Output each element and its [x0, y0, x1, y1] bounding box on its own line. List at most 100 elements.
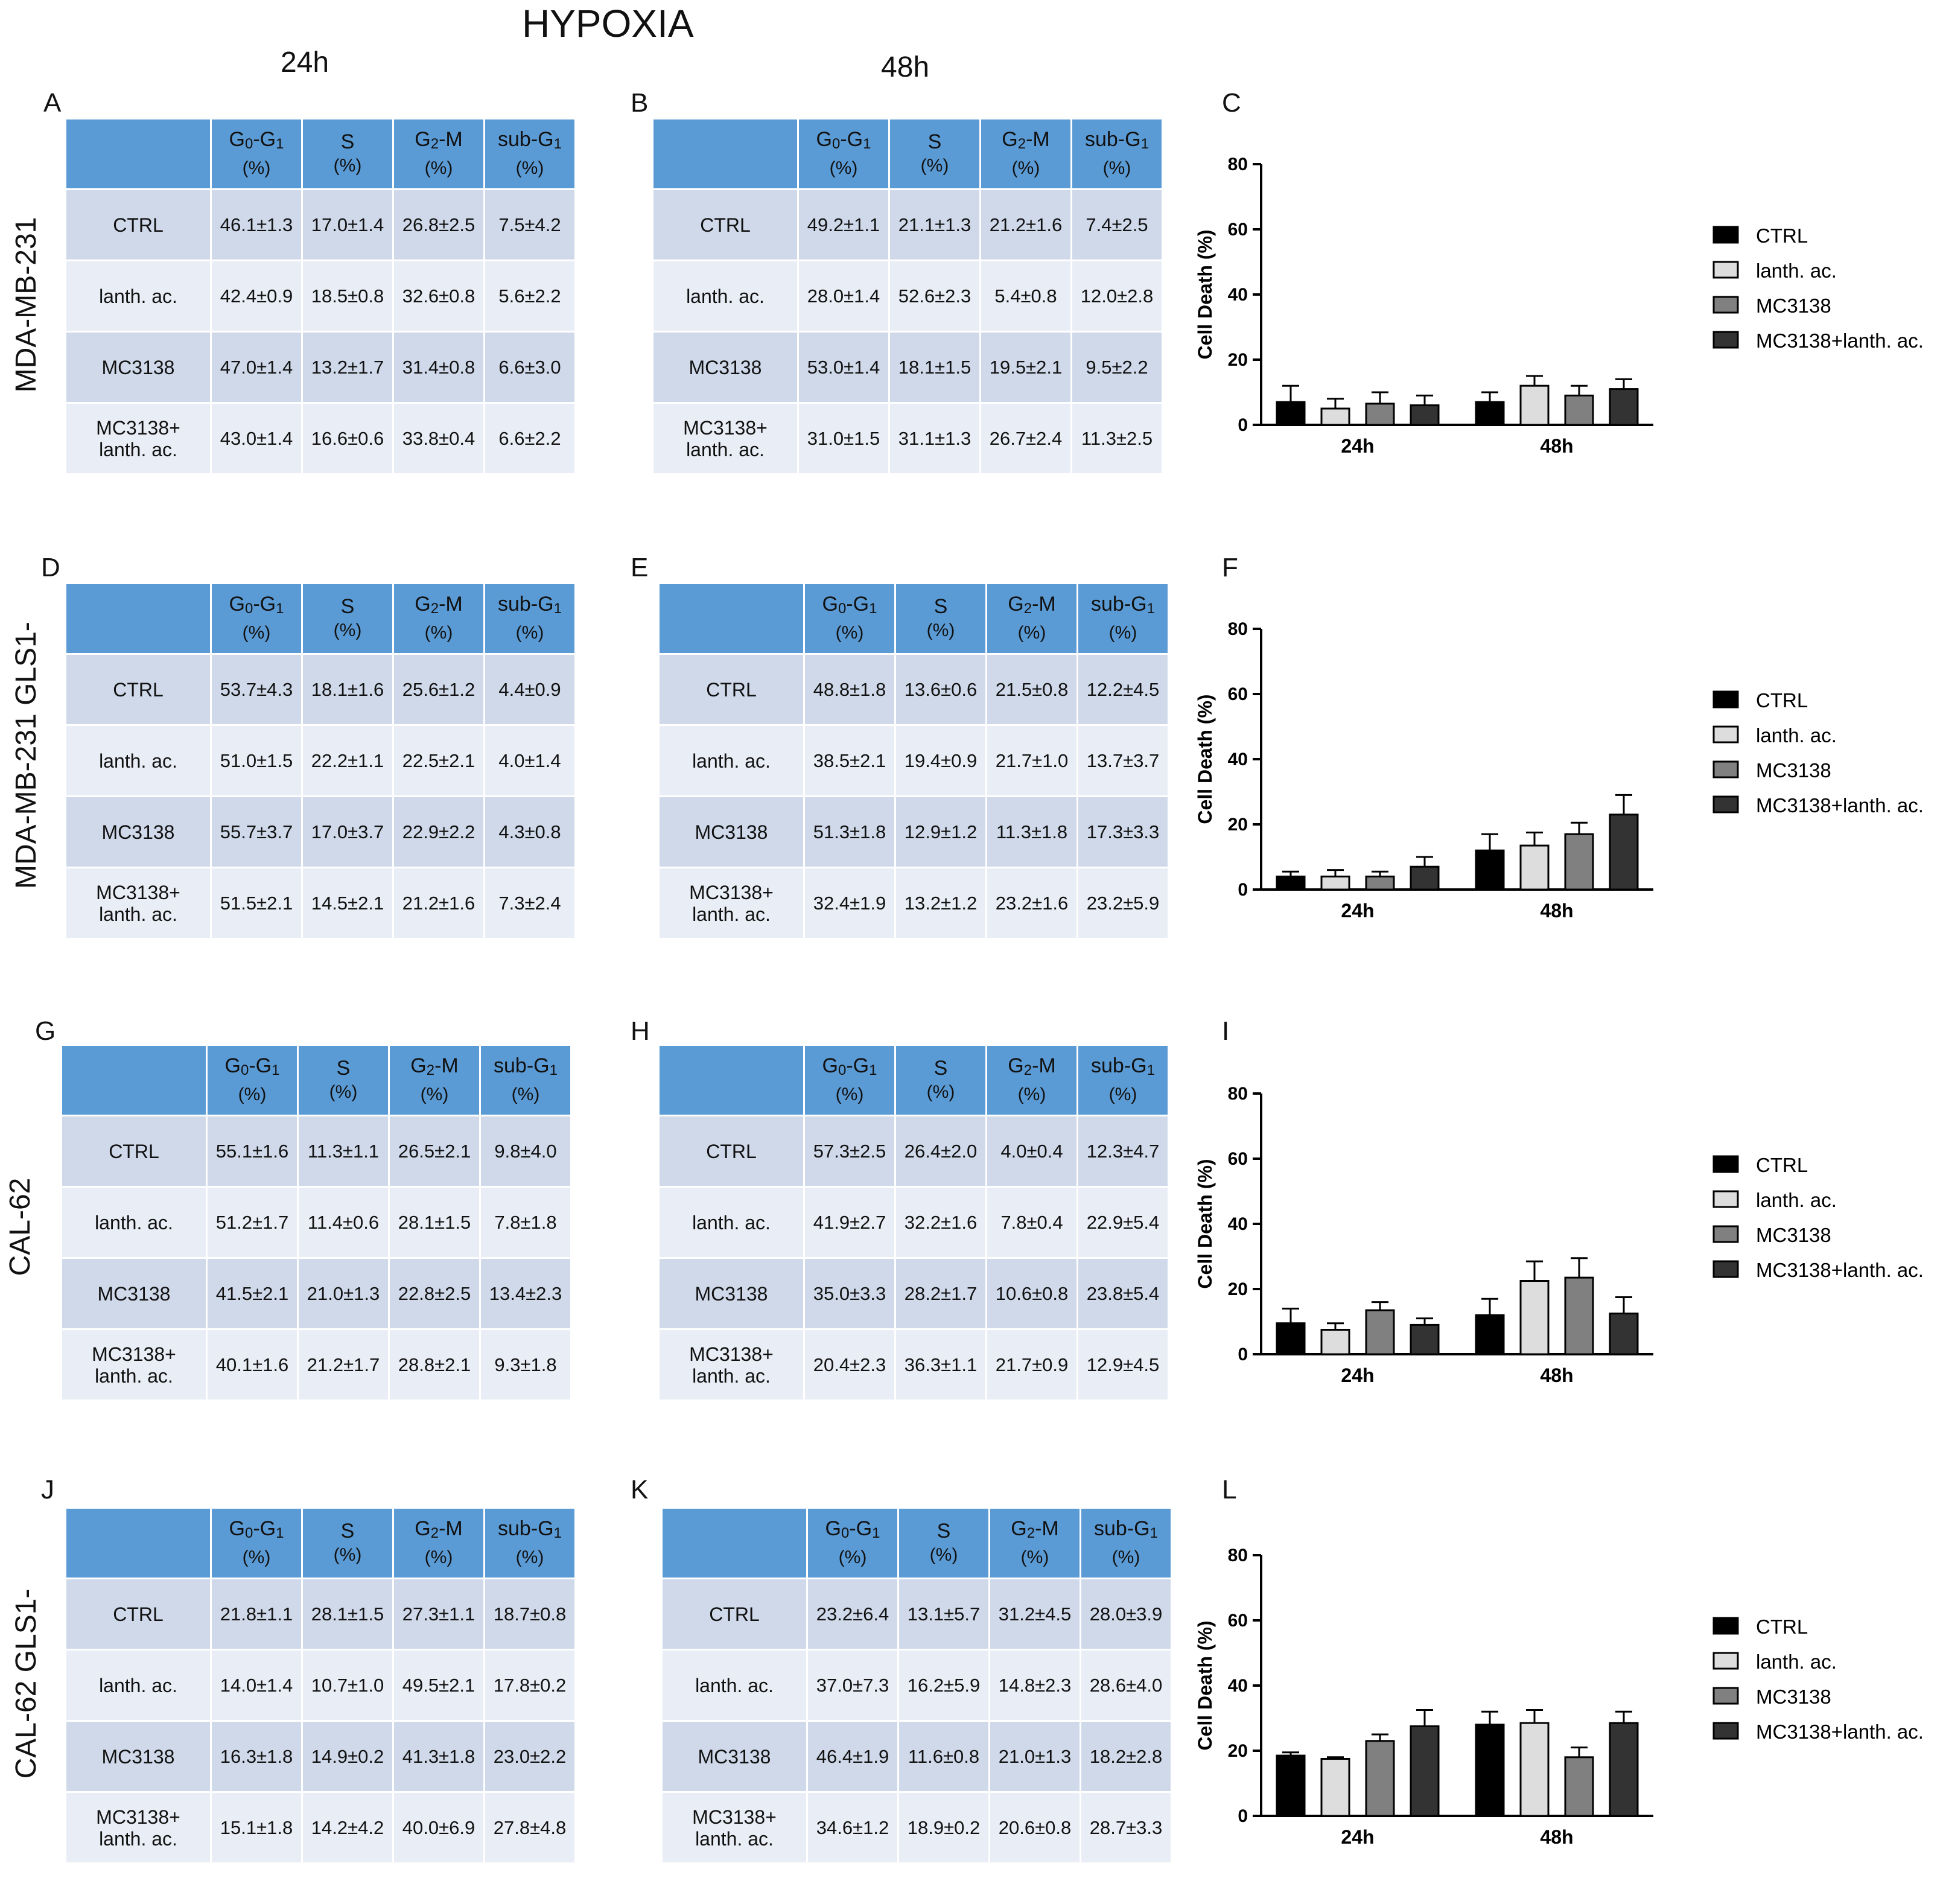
bar-mc3138 — [1564, 1756, 1594, 1817]
cell-sub-g1: 23.0±2.2 — [485, 1722, 574, 1791]
header-s: S (%) — [896, 584, 985, 653]
corner-cell — [660, 1046, 803, 1115]
cell-s: 10.7±1.0 — [303, 1651, 392, 1720]
legend-label: MC3138 — [1756, 1686, 1831, 1708]
legend-label: MC3138+lanth. ac. — [1756, 330, 1924, 352]
condition-label: MC3138+ lanth. ac. — [66, 404, 210, 473]
condition-label: CTRL — [653, 190, 797, 259]
cell-g0-g1: 46.4±1.9 — [808, 1722, 897, 1791]
condition-label: MC3138+ lanth. ac. — [653, 404, 797, 473]
corner-cell — [66, 1509, 210, 1578]
cell-s: 14.9±0.2 — [303, 1722, 392, 1791]
cell-g2-m: 22.8±2.5 — [390, 1259, 479, 1328]
condition-label: MC3138 — [653, 333, 797, 402]
condition-label: lanth. ac. — [62, 1188, 206, 1257]
y-tick-label: 0 — [1238, 1345, 1248, 1364]
cell-sub-g1: 18.2±2.8 — [1081, 1722, 1171, 1791]
bar-mc3138-lanth-ac- — [1410, 1323, 1440, 1355]
figure-title: HYPOXIA — [522, 2, 694, 45]
panel-label-l: L — [1222, 1475, 1237, 1504]
cell-cycle-table-k: G0-G1 (%) S (%) G2-M (%) sub-G1 (%) CTRL 23.2… — [661, 1507, 1172, 1864]
cell-g2-m: 23.2±1.6 — [987, 868, 1076, 938]
cell-sub-g1: 12.0±2.8 — [1072, 261, 1162, 331]
cell-sub-g1: 4.4±0.9 — [485, 655, 574, 724]
cell-g0-g1: 55.7±3.7 — [212, 797, 301, 867]
cell-g2-m: 33.8±0.4 — [394, 404, 483, 473]
cell-s: 18.1±1.6 — [303, 655, 392, 724]
y-tick-label: 20 — [1228, 1741, 1248, 1761]
chart-c: 0 20 40 60 80 Cell Death (%) 24h 48h CTRL lanth. … — [1194, 154, 1924, 457]
bar-mc3138-lanth-ac- — [1609, 388, 1639, 426]
cell-g2-m: 19.5±2.1 — [981, 333, 1070, 402]
header-g2-m: G2-M (%) — [990, 1509, 1080, 1578]
y-tick-label: 80 — [1228, 1084, 1248, 1104]
cell-g0-g1: 34.6±1.2 — [808, 1793, 897, 1862]
x-tick-label: 24h — [1341, 900, 1374, 922]
cell-s: 13.2±1.2 — [896, 868, 985, 938]
cell-s: 52.6±2.3 — [890, 261, 979, 331]
cell-g2-m: 26.8±2.5 — [394, 190, 483, 259]
header-g0-g1: G0-G1 (%) — [805, 584, 894, 653]
legend-swatch — [1712, 331, 1739, 349]
cell-sub-g1: 6.6±2.2 — [485, 404, 574, 473]
bar-mc3138-lanth-ac- — [1410, 1725, 1440, 1817]
x-tick-label: 48h — [1540, 435, 1573, 457]
cell-sub-g1: 28.0±3.9 — [1081, 1579, 1171, 1649]
bar-lanth-ac- — [1519, 384, 1550, 426]
cell-s: 12.9±1.2 — [896, 797, 985, 867]
condition-label: MC3138+ lanth. ac. — [62, 1330, 206, 1399]
condition-label: CTRL — [660, 655, 803, 724]
cell-sub-g1: 12.3±4.7 — [1078, 1116, 1168, 1186]
bar-mc3138 — [1564, 394, 1594, 426]
header-g0-g1: G0-G1 (%) — [212, 119, 301, 188]
cell-sub-g1: 22.9±5.4 — [1078, 1188, 1168, 1257]
cell-g2-m: 26.5±2.1 — [390, 1116, 479, 1186]
header-sub-g1: sub-G1 (%) — [1078, 584, 1168, 653]
bar-lanth-ac- — [1320, 875, 1350, 891]
cell-s: 11.4±0.6 — [299, 1188, 388, 1257]
header-s: S (%) — [896, 1046, 985, 1115]
bar-ctrl — [1276, 1322, 1306, 1355]
y-axis-label: Cell Death (%) — [1194, 1620, 1216, 1750]
legend-swatch — [1712, 795, 1739, 813]
bar-lanth-ac- — [1519, 1280, 1550, 1355]
legend-label: lanth. ac. — [1756, 1189, 1837, 1211]
cell-s: 17.0±1.4 — [303, 190, 392, 259]
header-g0-g1: G0-G1 (%) — [208, 1046, 297, 1115]
cell-g0-g1: 15.1±1.8 — [212, 1793, 301, 1862]
legend-label: CTRL — [1756, 1154, 1808, 1176]
cell-g0-g1: 14.0±1.4 — [212, 1651, 301, 1720]
header-s: S (%) — [890, 119, 979, 188]
cell-cycle-table-e: G0-G1 (%) S (%) G2-M (%) sub-G1 (%) CTRL 48.8… — [658, 582, 1169, 940]
legend-swatch — [1712, 296, 1739, 314]
condition-label: CTRL — [66, 1579, 210, 1649]
corner-cell — [663, 1509, 806, 1578]
header-sub-g1: sub-G1 (%) — [1078, 1046, 1168, 1115]
row-label-mda-mb-231-gls1: MDA-MB-231 GLS1- — [10, 622, 42, 889]
legend-label: MC3138 — [1756, 295, 1831, 317]
cell-g2-m: 27.3±1.1 — [394, 1579, 483, 1649]
cell-sub-g1: 4.0±1.4 — [485, 726, 574, 795]
cell-s: 14.2±4.2 — [303, 1793, 392, 1862]
legend-label: CTRL — [1756, 224, 1808, 247]
cell-s: 18.9±0.2 — [899, 1793, 988, 1862]
row-label-cal-62-gls1: CAL-62 GLS1- — [10, 1588, 42, 1779]
condition-label: MC3138 — [66, 333, 210, 402]
bar-lanth-ac- — [1519, 844, 1550, 891]
y-tick-label: 60 — [1228, 1149, 1248, 1169]
condition-label: MC3138 — [66, 1722, 210, 1791]
cell-g2-m: 7.8±0.4 — [987, 1188, 1076, 1257]
bar-ctrl — [1475, 401, 1505, 426]
y-axis-label: Cell Death (%) — [1194, 694, 1216, 824]
condition-label: lanth. ac. — [66, 1651, 210, 1720]
chart-i: 0 20 40 60 80 Cell Death (%) 24h 48h CTRL lanth. … — [1194, 1084, 1924, 1386]
cell-s: 21.0±1.3 — [299, 1259, 388, 1328]
bar-lanth-ac- — [1320, 1329, 1350, 1355]
condition-label: CTRL — [66, 190, 210, 259]
condition-label: MC3138 — [663, 1722, 806, 1791]
legend-swatch — [1712, 1260, 1739, 1278]
condition-label: MC3138+ lanth. ac. — [66, 1793, 210, 1862]
cell-s: 36.3±1.1 — [896, 1330, 985, 1399]
panel-label-i: I — [1222, 1016, 1230, 1046]
y-tick-label: 40 — [1228, 1676, 1248, 1696]
